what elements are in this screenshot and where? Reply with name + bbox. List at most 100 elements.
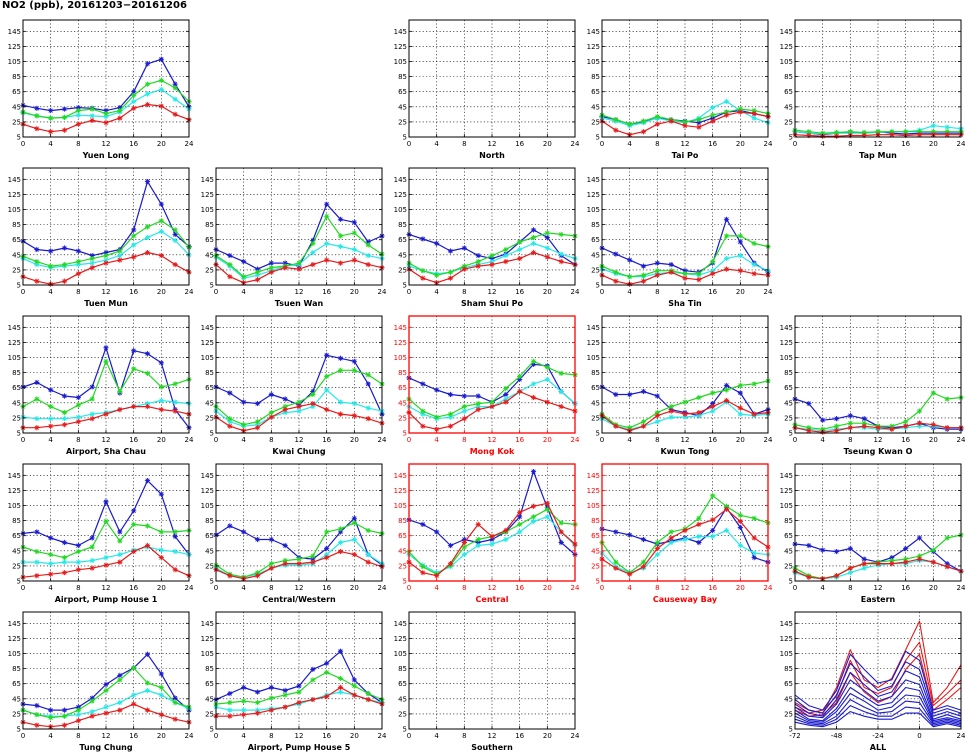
data-point (365, 381, 371, 387)
data-point (820, 547, 826, 553)
data-point (172, 381, 178, 387)
y-tick-label: 145 (8, 472, 21, 480)
data-point (34, 262, 40, 268)
y-tick-label: 45 (591, 251, 600, 259)
data-point (75, 414, 81, 420)
data-point (310, 666, 316, 672)
x-tick-label: 0 (21, 436, 25, 444)
data-point (833, 416, 840, 422)
chart-panel: 5 25 45 65 85 105 125 145 0 4 8 12 16 20 24 Airport, Sh… (8, 315, 194, 456)
data-point (737, 382, 743, 389)
y-tick-label: 105 (394, 650, 407, 658)
y-tick-label: 125 (394, 487, 407, 495)
x-tick-label: 16 (708, 436, 717, 444)
data-point (558, 388, 564, 395)
y-tick-label: 45 (784, 547, 793, 555)
chart-panel: 5 25 45 65 85 105 125 145 0 4 8 12 16 20 24 Tung Chung (8, 611, 194, 752)
data-point (434, 426, 440, 432)
y-tick-label: 125 (201, 487, 214, 495)
data-point (420, 236, 426, 242)
data-point (613, 391, 619, 398)
data-point (544, 234, 550, 241)
y-tick-label: 125 (780, 487, 793, 495)
y-tick-label: 105 (587, 206, 600, 214)
y-tick-label: 125 (587, 191, 600, 199)
data-point (75, 704, 81, 710)
y-tick-label: 85 (591, 73, 600, 81)
data-point (517, 246, 523, 253)
x-tick-label: 8 (269, 584, 273, 592)
data-point (34, 722, 40, 728)
data-point (420, 521, 426, 527)
data-point (558, 539, 564, 546)
y-tick-label: 145 (780, 620, 793, 628)
data-point (144, 224, 151, 230)
y-tick-label: 45 (12, 103, 21, 111)
data-point (48, 561, 54, 567)
data-point (172, 96, 178, 102)
data-point (544, 245, 550, 251)
data-point (682, 414, 688, 420)
data-point (61, 127, 68, 133)
data-point (310, 403, 316, 410)
y-tick-label: 5 (596, 430, 600, 438)
data-point (337, 526, 344, 532)
data-point (737, 109, 743, 115)
data-point (310, 553, 316, 559)
y-tick-label: 45 (398, 103, 407, 111)
data-point (282, 407, 288, 413)
y-tick-label: 105 (587, 58, 600, 66)
data-point (75, 259, 81, 265)
x-tick-label: 4 (48, 436, 53, 444)
data-point (944, 535, 950, 541)
data-point (530, 227, 537, 233)
data-point (144, 351, 151, 357)
y-tick-label: 125 (8, 43, 21, 51)
data-point (751, 411, 757, 417)
x-tick-label: 0 (21, 584, 25, 592)
data-point (103, 687, 109, 694)
data-point (696, 124, 702, 130)
data-point (254, 710, 261, 716)
data-point (654, 114, 660, 120)
x-tick-label: 4 (434, 732, 439, 740)
y-tick-label: 5 (789, 578, 793, 586)
data-point (296, 561, 302, 567)
data-point (710, 408, 716, 414)
data-point (241, 399, 247, 405)
data-point (833, 423, 840, 429)
data-point (103, 111, 109, 117)
x-tick-label: 24 (185, 436, 194, 444)
data-point (351, 230, 357, 236)
data-point (916, 132, 923, 138)
data-point (254, 272, 261, 278)
x-tick-label: 8 (76, 288, 80, 296)
x-tick-label: 4 (241, 288, 246, 296)
chart-panel: 5 25 45 65 85 105 125 145 0 4 8 12 16 20 24 Tai Po (587, 19, 773, 160)
data-point (696, 539, 702, 546)
y-tick-label: 145 (8, 176, 21, 184)
data-point (365, 242, 371, 248)
data-point (172, 716, 178, 722)
data-point (723, 382, 730, 389)
x-tick-label: 24 (764, 140, 773, 148)
data-point (544, 500, 550, 506)
data-point (48, 571, 54, 577)
data-point (227, 274, 233, 280)
data-point (34, 425, 40, 431)
data-point (324, 529, 330, 535)
x-tick-label: 8 (462, 140, 466, 148)
data-point (75, 394, 81, 401)
y-tick-label: 145 (587, 176, 600, 184)
data-point (172, 111, 178, 117)
chart-panel: 5 25 45 65 85 105 125 145 0 4 8 12 16 20 24 Mong Kok (394, 315, 580, 456)
data-point (310, 696, 316, 703)
y-tick-label: 45 (591, 399, 600, 407)
data-point (944, 124, 950, 130)
data-point (296, 403, 302, 410)
data-point (461, 551, 467, 558)
x-tick-label: 0 (407, 288, 411, 296)
x-tick-label: 20 (929, 584, 938, 592)
data-point (337, 243, 344, 250)
y-tick-label: 125 (201, 191, 214, 199)
